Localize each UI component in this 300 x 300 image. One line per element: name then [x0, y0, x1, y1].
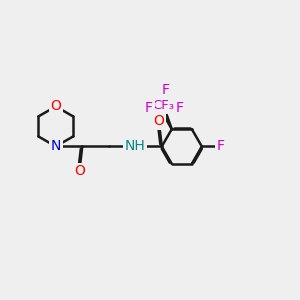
Text: F: F [176, 101, 184, 115]
Text: N: N [51, 140, 61, 154]
Text: CF₃: CF₃ [153, 99, 175, 112]
Text: O: O [50, 99, 61, 113]
Text: NH: NH [125, 140, 146, 154]
Text: F: F [145, 101, 153, 115]
Text: F: F [161, 83, 169, 97]
Text: O: O [74, 164, 85, 178]
Text: F: F [217, 140, 225, 154]
Text: O: O [153, 114, 164, 128]
